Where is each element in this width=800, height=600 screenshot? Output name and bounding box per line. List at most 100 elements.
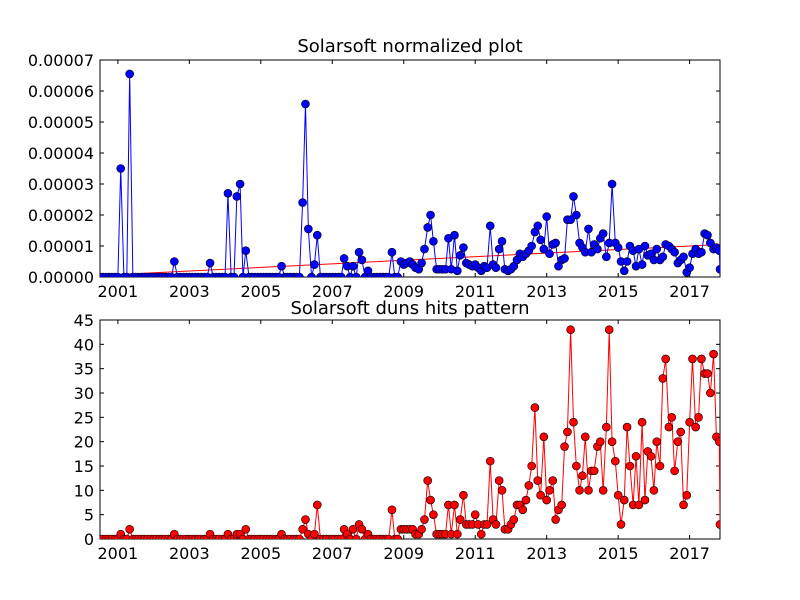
data-point: [569, 417, 578, 427]
data-point: [459, 243, 468, 252]
data-point: [482, 520, 492, 529]
data-point: [673, 437, 683, 446]
data-point: [604, 325, 614, 335]
data-point: [348, 261, 358, 271]
y-tick-label: 20: [74, 433, 94, 452]
data-point: [664, 422, 674, 432]
data-point: [453, 266, 462, 276]
data-point: [336, 272, 346, 277]
y-tick-label: 25: [74, 408, 94, 427]
x-tick-label: 2007: [312, 282, 353, 301]
data-point: [551, 515, 560, 524]
data-point: [560, 442, 569, 451]
data-point: [649, 486, 659, 495]
plot-marks: [100, 69, 720, 277]
data-point: [521, 495, 531, 505]
data-point: [494, 244, 504, 254]
data-point: [691, 422, 701, 432]
data-point: [589, 466, 599, 476]
data-point: [697, 354, 706, 364]
data-point: [125, 524, 134, 534]
data-point: [637, 260, 647, 269]
data-point: [714, 246, 720, 255]
x-tick-label: 2015: [598, 282, 639, 301]
data-point: [310, 529, 319, 539]
data-point: [619, 266, 629, 276]
x-tick-label: 2007: [312, 544, 353, 563]
data-point: [298, 524, 307, 534]
y-tick-label: 15: [74, 457, 94, 476]
data-point: [688, 354, 697, 364]
data-point: [584, 486, 593, 495]
plot-marks: [100, 325, 720, 539]
data-point: [205, 258, 215, 268]
data-point: [634, 500, 644, 510]
y-tick-label: 0.00001: [28, 237, 94, 256]
data-point: [527, 241, 536, 251]
top-chart: Solarsoft normalized plot 2001 2003 2005 20…: [28, 36, 721, 301]
data-point: [714, 437, 720, 446]
data-point: [312, 230, 322, 240]
data-point: [450, 500, 459, 510]
y-tick-label: 5: [84, 506, 94, 525]
bottom-chart: Solarsoft duns hits pattern 2001 2003 2005…: [74, 298, 721, 563]
y-tick-label: 35: [74, 360, 94, 379]
data-point: [348, 524, 358, 534]
data-point: [491, 263, 501, 273]
y-tick-label: 30: [74, 384, 94, 403]
data-point: [679, 252, 688, 262]
x-tick-label: 2015: [598, 544, 639, 563]
x-tick-label: 2001: [98, 282, 139, 301]
data-point: [241, 524, 251, 534]
y-tick-label: 0.00004: [28, 144, 94, 163]
x-tick-label: 2003: [169, 544, 210, 563]
bottom-chart-title: Solarsoft duns hits pattern: [290, 298, 529, 319]
data-point: [339, 254, 349, 263]
data-point: [607, 437, 617, 446]
data-point: [539, 432, 549, 442]
data-point: [455, 251, 465, 260]
y-tick-label: 0.00007: [28, 51, 94, 70]
data-point: [655, 461, 665, 471]
data-point: [545, 486, 554, 495]
data-point: [351, 534, 361, 539]
data-point: [613, 490, 623, 500]
data-point: [658, 374, 668, 383]
data-point: [536, 235, 545, 245]
y-tick-label: 0: [84, 530, 94, 549]
data-point: [301, 99, 310, 109]
data-point: [393, 272, 402, 277]
data-point: [685, 417, 694, 427]
data-point: [652, 437, 662, 446]
data-point: [423, 223, 432, 232]
data-point: [336, 534, 346, 539]
y-tick-label: 0.00003: [28, 175, 94, 194]
data-point: [509, 515, 519, 524]
data-point: [420, 515, 429, 524]
data-point: [619, 495, 629, 505]
data-point: [557, 500, 566, 510]
data-point: [476, 529, 486, 539]
data-point: [646, 451, 656, 461]
data-point: [429, 237, 438, 246]
data-point: [459, 490, 468, 500]
data-point: [533, 476, 543, 485]
data-point: [610, 456, 620, 466]
data-point: [658, 252, 668, 262]
data-point: [450, 230, 459, 240]
x-tick-label: 2013: [526, 544, 567, 563]
data-point: [524, 481, 534, 490]
data-point: [670, 247, 679, 257]
data-point: [679, 500, 688, 510]
data-point: [613, 243, 623, 252]
bottom-plot-area: 2001 2003 2005 2007 2009 2011 2013 2015 20170510…: [74, 311, 721, 563]
data-point: [584, 224, 593, 234]
data-point: [640, 241, 650, 251]
data-point: [295, 534, 304, 539]
data-point: [485, 221, 495, 231]
data-point: [429, 510, 438, 519]
x-tick-label: 2003: [169, 282, 210, 301]
data-point: [670, 466, 679, 476]
data-point: [354, 247, 364, 257]
